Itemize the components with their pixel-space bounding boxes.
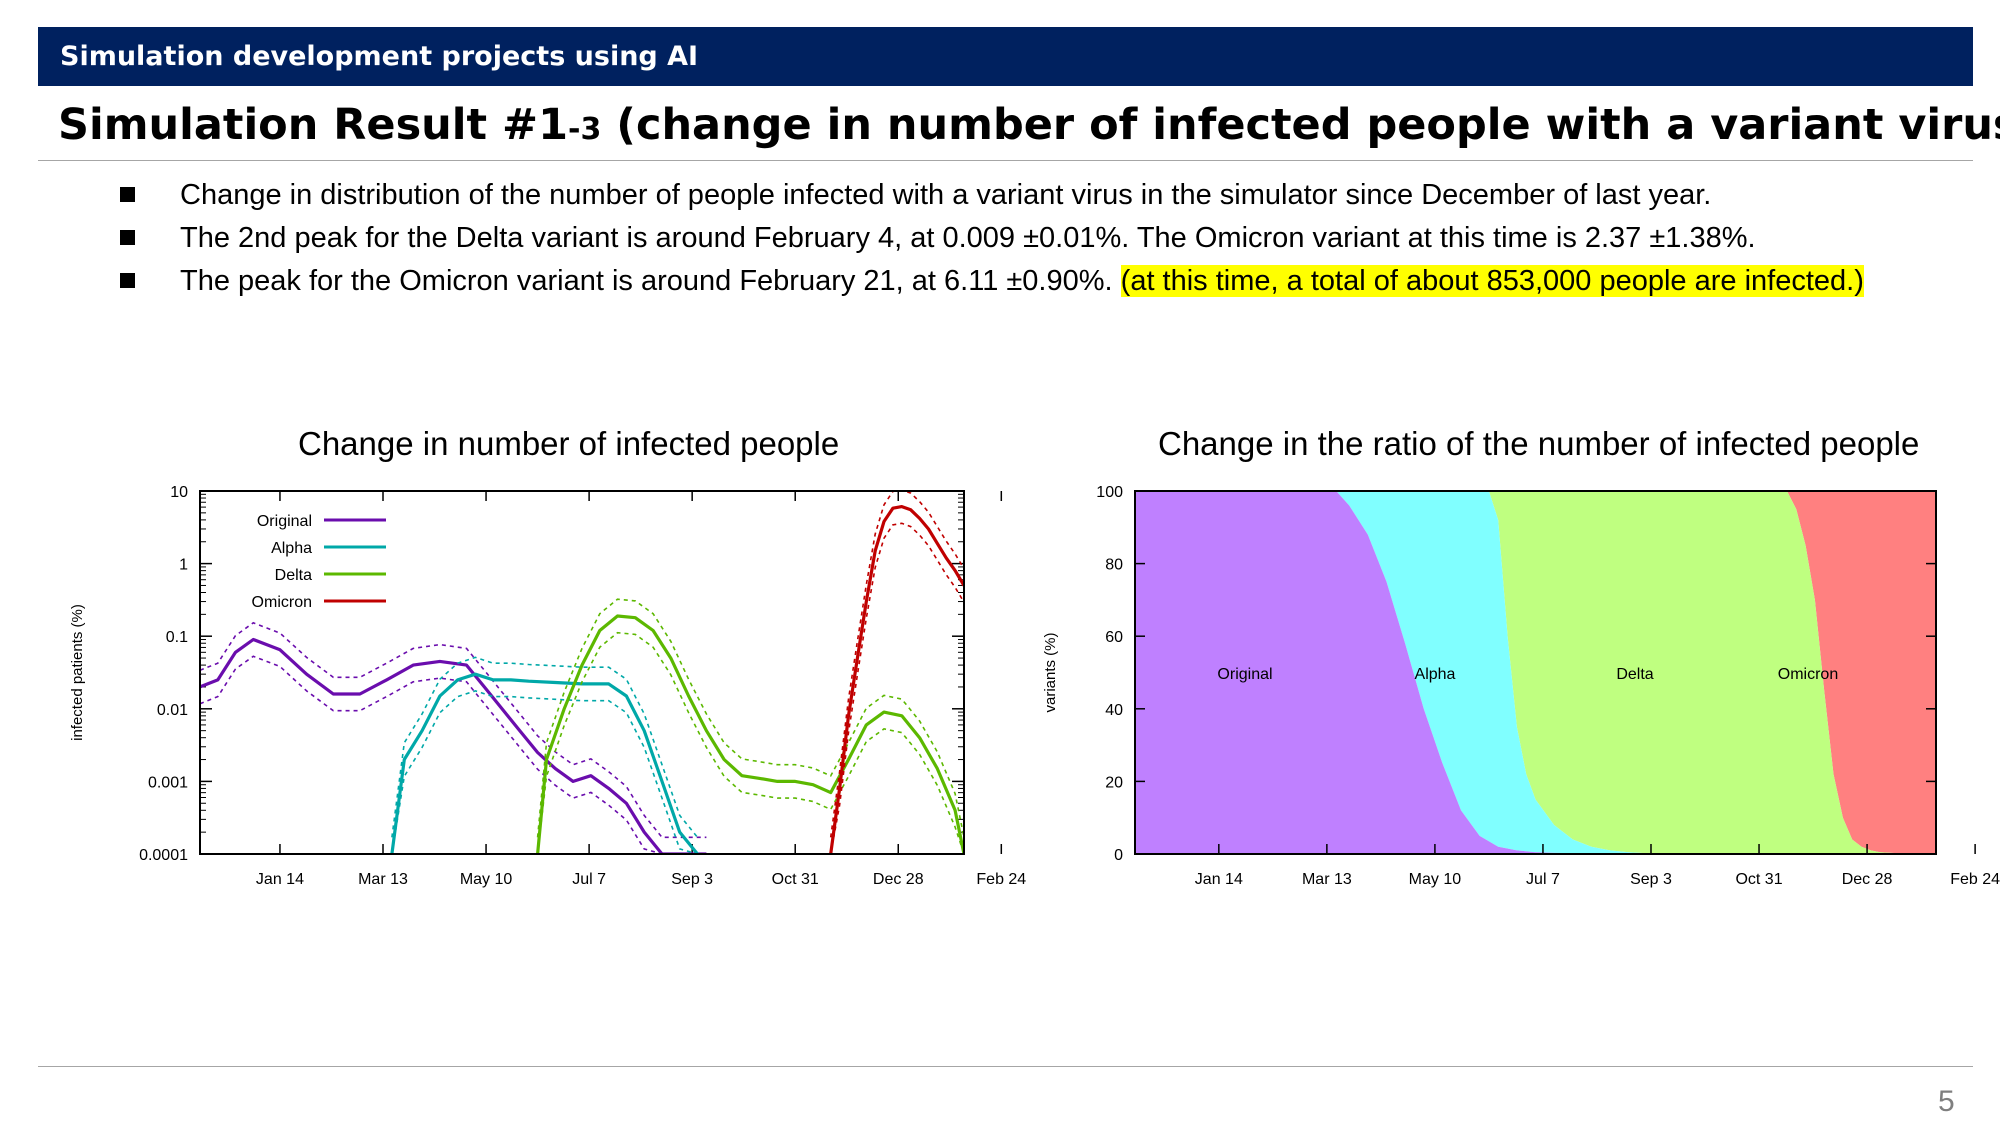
x-tick-label: Jan 14 [1195, 871, 1243, 888]
bullet-item: The peak for the Omicron variant is arou… [120, 264, 1980, 299]
x-tick-label: Jan 14 [256, 871, 304, 888]
series-lower-bound-delta [536, 631, 964, 854]
series-group [200, 491, 964, 854]
bullet-list: Change in distribution of the number of … [120, 178, 1980, 307]
y-tick-label: 60 [1105, 629, 1123, 646]
x-tick-label: May 10 [460, 871, 513, 888]
bottom-divider [38, 1066, 1973, 1067]
page-number: 5 [1938, 1085, 1955, 1118]
x-tick-label: Sep 3 [1630, 871, 1672, 888]
legend-label: Delta [275, 567, 312, 584]
x-tick-label: Mar 13 [358, 871, 408, 888]
bullet-item: The 2nd peak for the Delta variant is ar… [120, 221, 1980, 256]
y-tick-label: 0.0001 [139, 847, 188, 864]
area-label: Omicron [1778, 666, 1838, 683]
series-line-omicron [829, 505, 964, 854]
top-divider [38, 160, 1973, 161]
square-bullet-icon [120, 273, 135, 288]
title-sub: -3 [568, 112, 602, 147]
chart-title-infected: Change in number of infected people [298, 425, 840, 462]
y-tick-label: 20 [1105, 774, 1123, 791]
legend-label: Alpha [271, 540, 312, 557]
plot-frame [1134, 490, 1937, 855]
y-tick-label: 80 [1105, 557, 1123, 574]
x-tick-label: Jul 7 [1526, 871, 1560, 888]
title-main: Simulation Result #1 [58, 100, 568, 150]
y-tick-label: 40 [1105, 702, 1123, 719]
series-line-alpha [390, 672, 699, 854]
y-tick-label: 100 [1096, 484, 1123, 501]
y-axis-label: infected patients (%) [69, 604, 86, 741]
chart-title-ratio: Change in the ratio of the number of inf… [1158, 425, 1920, 462]
legend-label: Original [257, 513, 312, 530]
area-original [1135, 491, 1936, 854]
x-tick-label: Feb 24 [1950, 871, 2000, 888]
area-label: Alpha [1415, 666, 1456, 683]
square-bullet-icon [120, 230, 135, 245]
bullet-text: Change in distribution of the number of … [180, 179, 1712, 211]
highlighted-text: (at this time, a total of about 853,000 … [1120, 265, 1864, 297]
x-tick-label: Jul 7 [572, 871, 606, 888]
series-upper-bound-delta [536, 598, 964, 838]
y-tick-label: 0.01 [157, 702, 188, 719]
bullet-text: The 2nd peak for the Delta variant is ar… [180, 222, 1756, 254]
x-tick-label: Oct 31 [772, 871, 819, 888]
y-tick-label: 1 [179, 557, 188, 574]
y-tick-label: 0.001 [148, 774, 188, 791]
header-banner: Simulation development projects using AI [38, 27, 1973, 86]
plot-frame [199, 490, 965, 855]
series-line-original [200, 637, 707, 854]
y-tick-label: 0.1 [166, 629, 188, 646]
x-tick-label: Oct 31 [1735, 871, 1782, 888]
series-lower-bound-alpha [391, 690, 698, 854]
x-tick-label: Dec 28 [1842, 871, 1893, 888]
y-tick-label: 10 [170, 484, 188, 501]
series-lower-bound-original [200, 655, 707, 854]
series-upper-bound-omicron [829, 491, 964, 838]
bullet-item: Change in distribution of the number of … [120, 178, 1980, 213]
series-line-delta [536, 614, 964, 854]
y-tick-label: 0 [1114, 847, 1123, 864]
area-delta [1135, 491, 1936, 854]
y-axis-label: variants (%) [1042, 632, 1059, 712]
x-tick-label: Feb 24 [976, 871, 1026, 888]
legend-label: Omicron [252, 594, 312, 611]
x-tick-label: Sep 3 [671, 871, 713, 888]
series-upper-bound-alpha [391, 656, 699, 838]
x-tick-label: Mar 13 [1302, 871, 1352, 888]
x-tick-label: Dec 28 [873, 871, 924, 888]
square-bullet-icon [120, 187, 135, 202]
bullet-text: The peak for the Omicron variant is arou… [180, 265, 1121, 297]
page-title: Simulation Result #1-3 (change in number… [58, 100, 2000, 150]
area-label: Original [1217, 666, 1272, 683]
title-rest: (change in number of infected people wit… [601, 100, 2000, 150]
area-omicron [1135, 491, 1936, 854]
x-tick-label: May 10 [1409, 871, 1462, 888]
area-label: Delta [1616, 666, 1653, 683]
